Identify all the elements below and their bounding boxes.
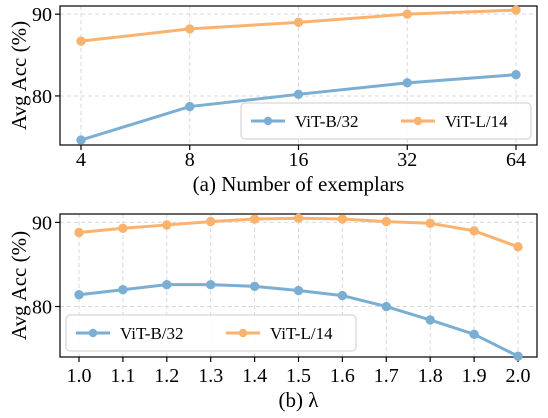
- data-point: [511, 69, 521, 80]
- data-point: [185, 24, 195, 34]
- x-tick-label: 1.3: [198, 365, 223, 387]
- y-axis-title: Avg Acc (%): [7, 21, 31, 130]
- legend-label: ViT-L/14: [270, 324, 333, 343]
- data-point: [118, 223, 128, 234]
- legend-swatch-marker: [413, 116, 423, 126]
- data-point: [185, 101, 195, 112]
- x-tick-label: 2.0: [506, 365, 531, 387]
- data-point: [469, 226, 479, 236]
- series-vit_b32: [74, 279, 523, 361]
- data-point: [381, 216, 391, 227]
- panel-b: 1.0 1.1 1.2 1.3 1.4 1.5 1.6 1.7 1.8 1.9 2.0 80 90Avg…: [7, 212, 538, 412]
- legend-label: ViT-B/32: [120, 324, 184, 343]
- legend-swatch-marker: [238, 328, 248, 338]
- legend-swatch-marker: [88, 328, 98, 338]
- x-tick-label: 64: [506, 149, 526, 171]
- data-point: [293, 17, 304, 28]
- legend-label: ViT-B/32: [295, 112, 359, 131]
- series-vit_l14: [76, 5, 521, 46]
- data-point: [425, 315, 435, 325]
- x-tick-label: 1.4: [242, 365, 267, 387]
- data-point: [74, 227, 84, 238]
- data-point: [425, 218, 435, 228]
- series-vit_b32: [76, 69, 521, 145]
- data-point: [206, 279, 216, 290]
- data-point: [162, 279, 172, 290]
- y-tick-label: 90: [32, 212, 52, 234]
- data-point: [249, 214, 260, 224]
- y-tick-label: 80: [32, 86, 52, 108]
- data-point: [402, 78, 412, 88]
- x-tick-label: 1.5: [286, 365, 311, 387]
- legend: ViT-B/32 ViT-L/14: [65, 314, 357, 352]
- data-point: [511, 5, 521, 15]
- x-tick-label: 1.1: [110, 365, 135, 387]
- data-point: [76, 36, 86, 46]
- panel-title: (a) Number of exemplars: [193, 172, 405, 196]
- y-axis-title: Avg Acc (%): [7, 231, 31, 340]
- legend: ViT-B/32 ViT-L/14: [240, 102, 532, 140]
- x-tick-label: 1.9: [462, 365, 487, 387]
- data-point: [74, 290, 84, 300]
- data-point: [469, 329, 479, 339]
- data-point: [293, 89, 304, 100]
- x-tick-label: 4: [76, 149, 86, 171]
- data-point: [118, 285, 128, 295]
- data-point: [337, 214, 348, 224]
- data-point: [513, 351, 523, 361]
- data-point: [381, 301, 391, 312]
- series-vit_l14: [74, 213, 523, 252]
- x-tick-label: 1.8: [418, 365, 443, 387]
- data-point: [162, 220, 172, 230]
- data-point: [206, 216, 216, 227]
- x-tick-label: 1.0: [67, 365, 92, 387]
- x-tick-label: 1.6: [330, 365, 355, 387]
- y-tick-label: 90: [32, 4, 52, 26]
- data-point: [337, 290, 348, 301]
- x-tick-label: 16: [289, 149, 309, 171]
- data-point: [513, 242, 523, 252]
- x-tick-label: 1.7: [374, 365, 399, 387]
- x-tick-label: 32: [397, 149, 417, 171]
- data-point: [76, 135, 86, 145]
- panel-title: (b) λ: [279, 388, 320, 412]
- data-point: [293, 285, 304, 296]
- data-point: [293, 213, 304, 223]
- legend-box: [65, 314, 357, 352]
- legend-swatch-marker: [263, 116, 273, 126]
- y-tick-label: 80: [32, 297, 52, 319]
- legend-label: ViT-L/14: [445, 112, 508, 131]
- data-point: [249, 281, 260, 292]
- x-tick-label: 8: [185, 149, 195, 171]
- legend-box: [240, 102, 532, 140]
- data-point: [402, 9, 412, 19]
- x-tick-label: 1.2: [154, 365, 179, 387]
